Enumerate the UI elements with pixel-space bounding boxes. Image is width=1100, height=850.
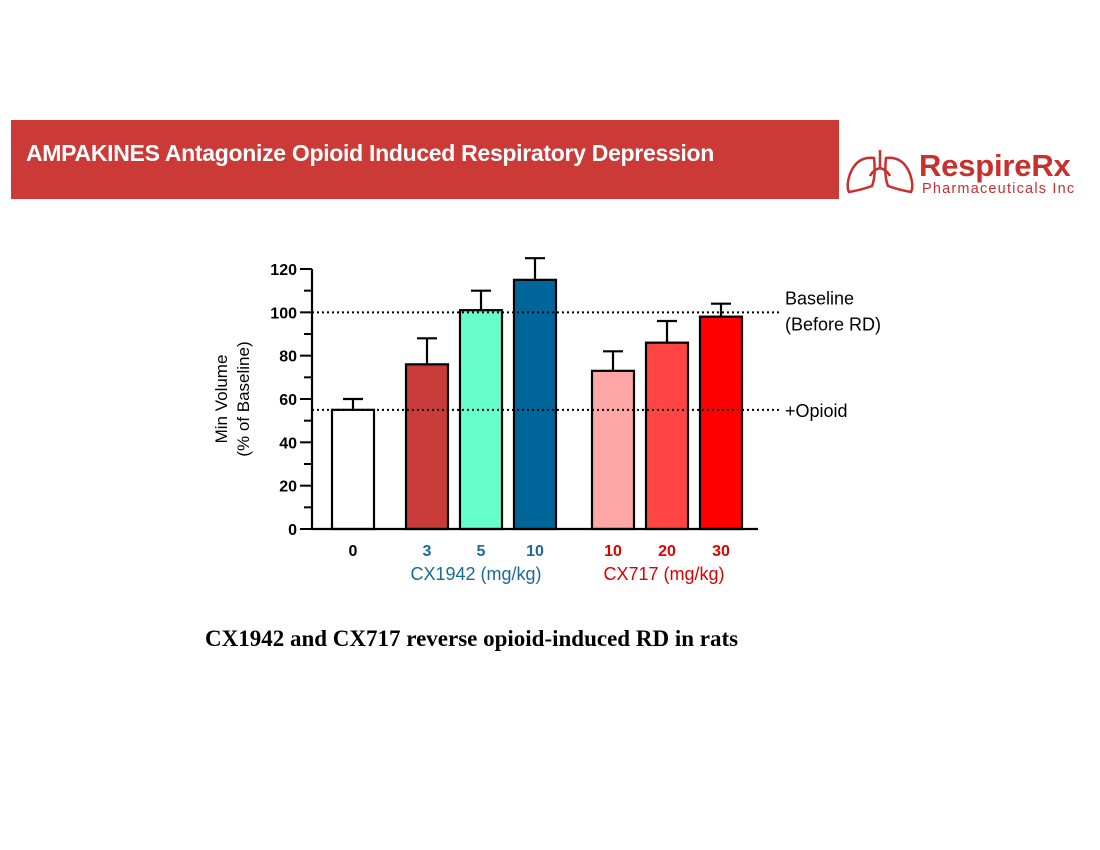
- x-tick-label: 10: [604, 543, 622, 560]
- bar: [644, 341, 690, 531]
- y-tick-label: 40: [279, 435, 297, 452]
- y-tick-label: 0: [288, 522, 297, 539]
- bar: [698, 315, 744, 531]
- reference-line-label: Baseline: [785, 288, 854, 308]
- lungs-logo-icon: [846, 150, 914, 194]
- y-tick-label: 100: [270, 305, 297, 322]
- x-tick-label: 20: [658, 543, 676, 560]
- x-tick-label: 30: [712, 543, 730, 560]
- y-axis-label: Min Volume: [212, 355, 231, 444]
- x-tick-label: 5: [477, 543, 486, 560]
- x-tick-label: 0: [349, 543, 358, 560]
- bar: [512, 278, 558, 531]
- y-tick-label: 80: [279, 349, 297, 366]
- company-logo: RespireRx Pharmaceuticals Inc: [843, 148, 1088, 200]
- group-label: CX717 (mg/kg): [603, 564, 724, 584]
- y-tick-label: 120: [270, 262, 297, 279]
- y-tick-label: 20: [279, 479, 297, 496]
- title-banner: AMPAKINES Antagonize Opioid Induced Resp…: [11, 120, 839, 199]
- bar-chart: Baseline(Before RD)+Opioid02040608010012…: [212, 257, 881, 584]
- x-tick-label: 3: [423, 543, 432, 560]
- logo-name: RespireRx: [919, 148, 1071, 183]
- reference-line-label: +Opioid: [785, 401, 848, 421]
- y-tick-label: 60: [279, 392, 297, 409]
- group-label: CX1942 (mg/kg): [410, 564, 541, 584]
- logo-subtitle: Pharmaceuticals Inc: [922, 181, 1076, 197]
- x-tick-label: 10: [526, 543, 544, 560]
- slide-title: AMPAKINES Antagonize Opioid Induced Resp…: [26, 140, 715, 166]
- bar: [330, 408, 376, 531]
- bar: [590, 369, 636, 531]
- reference-line-label: (Before RD): [785, 314, 881, 334]
- bar: [404, 363, 450, 531]
- bar: [458, 309, 504, 531]
- y-axis-label: (% of Baseline): [234, 341, 253, 456]
- figure-caption: CX1942 and CX717 reverse opioid-induced …: [205, 626, 739, 651]
